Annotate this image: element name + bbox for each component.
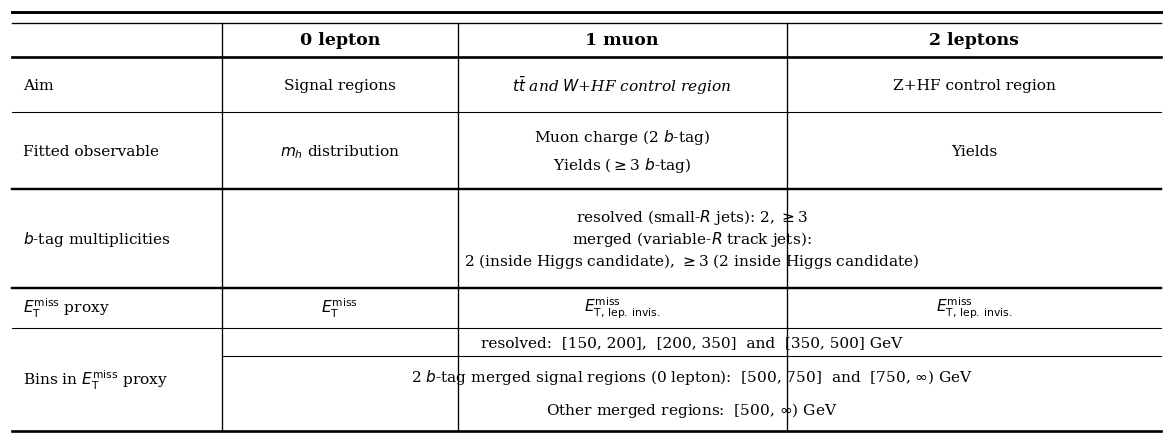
Text: Yields: Yields — [951, 144, 997, 158]
Text: $E_{\mathrm{T}}^{\mathrm{miss}}$: $E_{\mathrm{T}}^{\mathrm{miss}}$ — [321, 297, 359, 320]
Text: $t\bar{t}$ and $W$+HF control region: $t\bar{t}$ and $W$+HF control region — [513, 74, 732, 97]
Text: 0 lepton: 0 lepton — [300, 32, 380, 49]
Text: Yields ($\geq$3 $b$-tag): Yields ($\geq$3 $b$-tag) — [552, 156, 691, 175]
Text: $E_{\mathrm{T,\,lep.\,invis.}}^{\mathrm{miss}}$: $E_{\mathrm{T,\,lep.\,invis.}}^{\mathrm{… — [936, 295, 1012, 321]
Text: 2 (inside Higgs candidate), $\geq$3 (2 inside Higgs candidate): 2 (inside Higgs candidate), $\geq$3 (2 i… — [465, 251, 920, 271]
Text: Signal regions: Signal regions — [284, 78, 395, 92]
Text: $E_{\mathrm{T,\,lep.\,invis.}}^{\mathrm{miss}}$: $E_{\mathrm{T,\,lep.\,invis.}}^{\mathrm{… — [584, 295, 660, 321]
Text: Z+HF control region: Z+HF control region — [893, 78, 1056, 92]
Text: Aim: Aim — [23, 78, 54, 92]
Text: resolved:  [150, 200],  [200, 350]  and  [350, 500] GeV: resolved: [150, 200], [200, 350] and [35… — [481, 335, 902, 349]
Text: $E_{\mathrm{T}}^{\mathrm{miss}}$ proxy: $E_{\mathrm{T}}^{\mathrm{miss}}$ proxy — [23, 297, 110, 320]
Text: Muon charge (2 $b$-tag): Muon charge (2 $b$-tag) — [534, 128, 710, 147]
Text: Fitted observable: Fitted observable — [23, 144, 160, 158]
Text: $b$-tag multiplicities: $b$-tag multiplicities — [23, 229, 171, 248]
Text: merged (variable-$R$ track jets):: merged (variable-$R$ track jets): — [572, 229, 812, 248]
Text: resolved (small-$R$ jets): 2, $\geq$3: resolved (small-$R$ jets): 2, $\geq$3 — [576, 207, 808, 226]
Text: Bins in $E_{\mathrm{T}}^{\mathrm{miss}}$ proxy: Bins in $E_{\mathrm{T}}^{\mathrm{miss}}$… — [23, 368, 169, 391]
Text: 2 leptons: 2 leptons — [929, 32, 1019, 49]
Text: 1 muon: 1 muon — [585, 32, 659, 49]
Text: Other merged regions:  [500, $\infty$) GeV: Other merged regions: [500, $\infty$) Ge… — [545, 400, 838, 419]
Text: 2 $b$-tag merged signal regions (0 lepton):  [500, 750]  and  [750, $\infty$) Ge: 2 $b$-tag merged signal regions (0 lepto… — [411, 368, 972, 386]
Text: $m_h$ distribution: $m_h$ distribution — [280, 143, 400, 160]
